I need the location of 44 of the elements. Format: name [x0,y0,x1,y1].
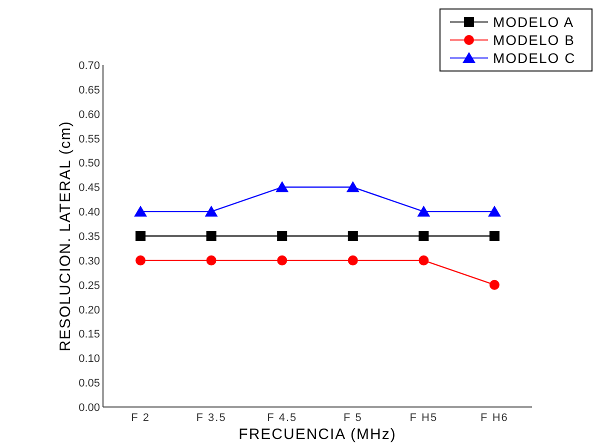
point [418,231,429,241]
legend-label: MODELO C [493,50,576,66]
x-tick-label: F 2 [131,412,150,424]
y-tick-label: 0.40 [78,206,100,219]
x-tick-label: F 4.5 [267,412,298,424]
y-tick-label: 0.20 [78,304,100,316]
y-tick-label: 0.60 [78,108,100,121]
y-tick-label: 0.05 [78,378,100,390]
x-tick-label: F H5 [410,412,438,424]
point [134,206,148,217]
y-tick-label: 0.15 [78,328,100,341]
point [206,255,216,266]
y-tick-label: 0.50 [78,158,100,170]
legend-label: MODELO A [493,14,574,30]
y-tick-label: 0.35 [78,231,100,243]
x-tick-label: F 5 [343,412,362,424]
y-tick-label: 0.65 [78,84,100,96]
point [276,181,289,192]
x-tick-label: F H6 [480,412,508,424]
point [346,181,360,192]
point [348,255,358,266]
point [136,231,146,241]
point [204,206,218,217]
point [206,231,216,241]
legend-label: MODELO B [493,32,575,48]
point [417,206,430,217]
y-tick-label: 0.70 [78,60,100,72]
y-tick-label: 0.10 [78,353,100,366]
x-tick-label: F 3.5 [196,412,226,424]
point [489,280,500,290]
y-tick-label: 0.25 [78,280,100,292]
y-tick-label: 0.30 [78,255,100,268]
point [277,255,288,266]
y-axis-title: RESOLUCION. LATERAL (cm) [57,120,74,352]
y-tick-label: 0.00 [78,402,100,414]
point [488,206,501,217]
point [489,231,500,241]
y-tick-label: 0.45 [78,182,100,194]
point [348,231,358,241]
point [418,255,429,266]
point [136,255,146,266]
y-tick-label: 0.55 [78,133,100,146]
point [277,231,288,241]
x-axis-title: FRECUENCIA (MHz) [238,426,396,443]
